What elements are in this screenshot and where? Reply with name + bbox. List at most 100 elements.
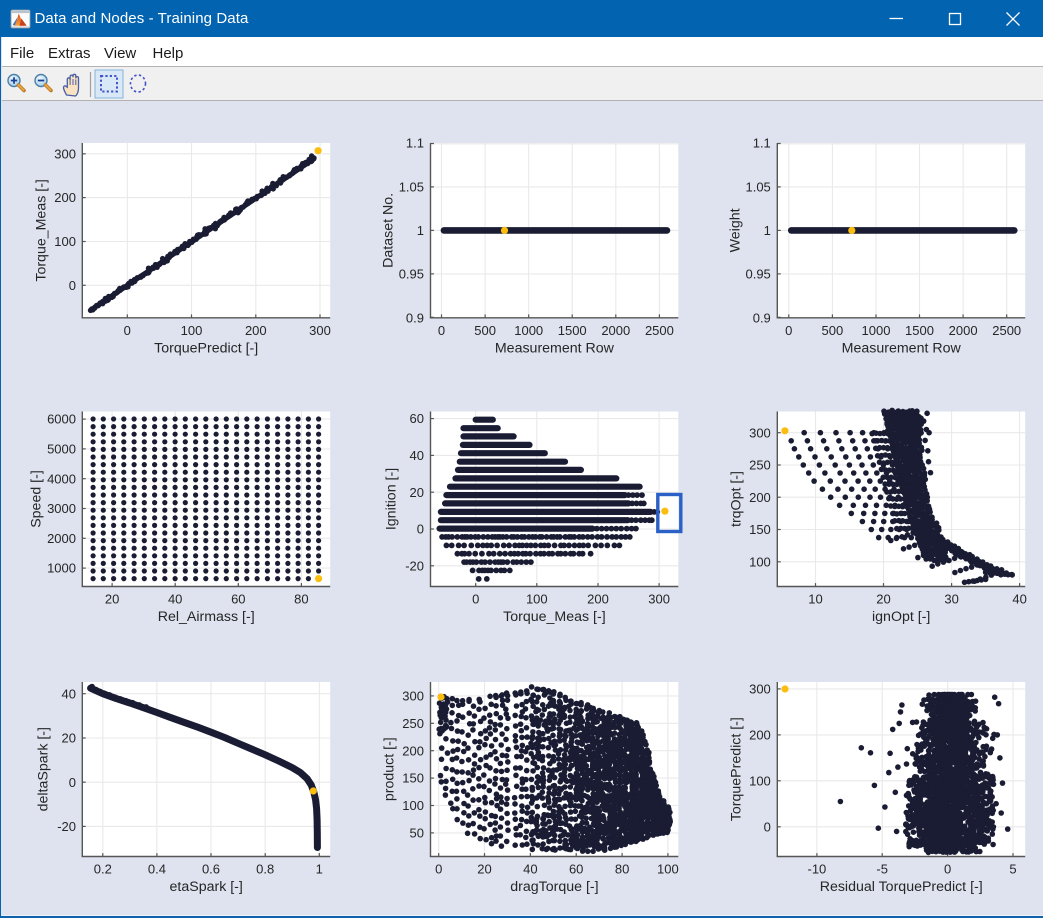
svg-text:100: 100	[749, 554, 771, 569]
svg-text:20: 20	[410, 485, 424, 500]
svg-text:60: 60	[231, 592, 245, 607]
svg-text:20: 20	[477, 862, 491, 877]
svg-text:80: 80	[615, 862, 629, 877]
svg-text:1: 1	[764, 223, 771, 238]
svg-text:10: 10	[808, 592, 822, 607]
svg-text:product [-]: product [-]	[382, 737, 398, 801]
svg-text:2500: 2500	[992, 323, 1021, 338]
svg-text:1500: 1500	[558, 323, 587, 338]
svg-text:TorquePredict [-]: TorquePredict [-]	[728, 717, 744, 821]
svg-text:100: 100	[749, 773, 771, 788]
svg-text:Measurement Row: Measurement Row	[495, 340, 615, 356]
svg-text:300: 300	[749, 425, 771, 440]
svg-text:Weight: Weight	[727, 208, 743, 252]
svg-text:40: 40	[410, 448, 424, 463]
svg-text:0: 0	[417, 522, 424, 537]
svg-text:200: 200	[402, 743, 424, 758]
svg-text:100: 100	[526, 592, 548, 607]
svg-text:6000: 6000	[47, 412, 76, 427]
svg-text:deltaSpark [-]: deltaSpark [-]	[35, 727, 51, 811]
svg-text:TorquePredict [-]: TorquePredict [-]	[154, 340, 258, 356]
svg-text:0: 0	[438, 323, 445, 338]
svg-text:0.4: 0.4	[148, 862, 166, 877]
svg-text:1000: 1000	[862, 323, 891, 338]
svg-text:80: 80	[294, 592, 308, 607]
svg-text:1000: 1000	[47, 561, 76, 576]
svg-text:200: 200	[54, 190, 76, 205]
svg-text:Residual TorquePredict [-]: Residual TorquePredict [-]	[820, 879, 983, 895]
svg-text:Ignition [-]: Ignition [-]	[384, 468, 400, 530]
svg-text:100: 100	[657, 862, 679, 877]
svg-text:0: 0	[785, 323, 792, 338]
svg-text:300: 300	[54, 146, 76, 161]
svg-text:150: 150	[402, 771, 424, 786]
svg-text:2500: 2500	[645, 323, 674, 338]
svg-text:500: 500	[822, 323, 844, 338]
svg-text:0: 0	[124, 323, 131, 338]
svg-text:0: 0	[435, 862, 442, 877]
svg-text:0.95: 0.95	[745, 267, 770, 282]
svg-text:1000: 1000	[514, 323, 543, 338]
svg-text:Torque_Meas [-]: Torque_Meas [-]	[503, 609, 606, 625]
svg-text:300: 300	[309, 323, 331, 338]
svg-text:20: 20	[105, 592, 119, 607]
svg-text:0.2: 0.2	[94, 862, 112, 877]
svg-text:3000: 3000	[47, 501, 76, 516]
svg-text:150: 150	[749, 522, 771, 537]
svg-text:0: 0	[69, 278, 76, 293]
svg-text:5000: 5000	[47, 442, 76, 457]
svg-text:1500: 1500	[905, 323, 934, 338]
svg-text:1: 1	[417, 223, 424, 238]
svg-text:200: 200	[587, 592, 609, 607]
svg-text:Speed [-]: Speed [-]	[28, 470, 44, 528]
svg-text:Measurement Row: Measurement Row	[842, 340, 962, 356]
svg-text:2000: 2000	[949, 323, 978, 338]
svg-text:300: 300	[749, 682, 771, 697]
svg-text:1.1: 1.1	[753, 136, 771, 151]
svg-text:-20: -20	[405, 558, 424, 573]
svg-text:Rel_Airmass [-]: Rel_Airmass [-]	[158, 609, 255, 625]
svg-text:50: 50	[410, 826, 424, 841]
svg-text:100: 100	[181, 323, 203, 338]
svg-text:30: 30	[944, 592, 958, 607]
svg-text:200: 200	[245, 323, 267, 338]
svg-text:5: 5	[1009, 862, 1016, 877]
svg-text:2000: 2000	[601, 323, 630, 338]
svg-text:ignOpt [-]: ignOpt [-]	[872, 609, 930, 625]
svg-text:-5: -5	[876, 862, 888, 877]
svg-text:-10: -10	[808, 862, 827, 877]
svg-text:60: 60	[569, 862, 583, 877]
svg-text:0: 0	[764, 819, 771, 834]
svg-text:500: 500	[474, 323, 496, 338]
svg-text:0.95: 0.95	[399, 267, 424, 282]
svg-text:0.6: 0.6	[202, 862, 220, 877]
svg-text:0.8: 0.8	[256, 862, 274, 877]
svg-text:300: 300	[648, 592, 670, 607]
svg-text:0: 0	[472, 592, 479, 607]
svg-text:1.1: 1.1	[406, 136, 424, 151]
svg-text:200: 200	[749, 490, 771, 505]
svg-text:0.9: 0.9	[753, 310, 771, 325]
svg-text:20: 20	[62, 731, 76, 746]
svg-text:0: 0	[944, 862, 951, 877]
svg-text:300: 300	[402, 689, 424, 704]
svg-text:1: 1	[316, 862, 323, 877]
svg-text:1.05: 1.05	[399, 180, 424, 195]
svg-text:250: 250	[749, 458, 771, 473]
svg-text:20: 20	[876, 592, 890, 607]
svg-text:200: 200	[749, 728, 771, 743]
svg-text:250: 250	[402, 716, 424, 731]
svg-text:40: 40	[168, 592, 182, 607]
svg-text:100: 100	[402, 798, 424, 813]
svg-text:dragTorque [-]: dragTorque [-]	[510, 879, 598, 895]
svg-text:2000: 2000	[47, 531, 76, 546]
svg-text:Torque_Meas [-]: Torque_Meas [-]	[33, 179, 49, 282]
svg-text:trqOpt [-]: trqOpt [-]	[728, 471, 744, 527]
svg-text:60: 60	[410, 411, 424, 426]
svg-text:Dataset No.: Dataset No.	[381, 193, 397, 268]
svg-text:40: 40	[523, 862, 537, 877]
svg-text:40: 40	[1012, 592, 1026, 607]
svg-text:etaSpark [-]: etaSpark [-]	[170, 879, 243, 895]
svg-text:100: 100	[54, 234, 76, 249]
svg-text:-20: -20	[57, 819, 76, 834]
